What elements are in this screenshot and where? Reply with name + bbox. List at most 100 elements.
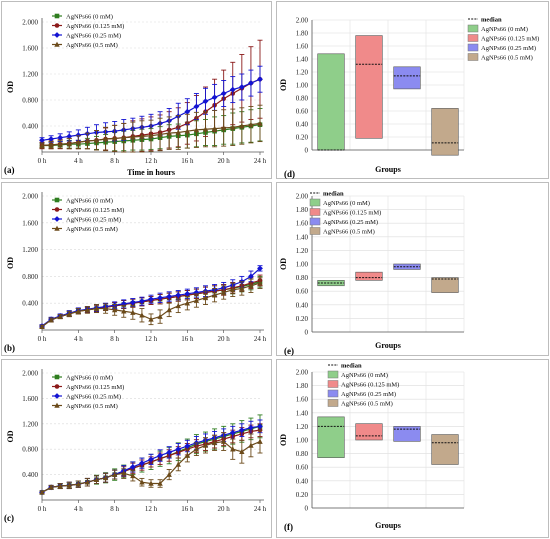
data-point xyxy=(248,80,254,86)
legend-label: AgNPs66 (0 mM) xyxy=(66,14,113,21)
data-point xyxy=(248,424,254,431)
data-point xyxy=(111,307,118,313)
data-point xyxy=(102,474,109,481)
box-box_brown xyxy=(431,108,459,156)
data-point xyxy=(111,135,118,141)
legend-label: AgNPs66 (0.125 mM) xyxy=(66,207,124,214)
box-body xyxy=(317,416,345,458)
box-box_brown xyxy=(431,434,459,465)
legend-label: AgNPs66 (0.125 mM) xyxy=(341,382,399,389)
panel-label: (a) xyxy=(4,165,15,175)
data-point xyxy=(84,307,91,313)
data-point xyxy=(257,423,263,430)
legend-label: AgNPs66 (0 mM) xyxy=(66,198,113,205)
data-point xyxy=(166,449,173,456)
line-chart-c: 0.400 0.800 1.200 1.600 2.000 0 h 4 h 8 h 12 h 16… xyxy=(4,369,267,523)
data-point xyxy=(130,309,136,315)
data-point xyxy=(248,121,254,127)
box-box_red xyxy=(355,423,383,441)
legend-swatch xyxy=(327,389,339,398)
data-point xyxy=(121,134,127,140)
legend-swatch xyxy=(309,208,321,216)
box-box_red xyxy=(355,271,383,281)
y-tick-label: 2.00 xyxy=(296,369,309,377)
x-axis-title: Groups xyxy=(375,521,401,530)
y-tick-label: 0.80 xyxy=(296,95,309,103)
data-point xyxy=(239,285,245,291)
y-tick-label: 0.800 xyxy=(22,97,38,105)
legend-swatch xyxy=(309,198,321,207)
y-tick-label: 1.00 xyxy=(296,82,309,90)
panel-c-frame xyxy=(1,359,272,538)
y-axis-title: OD xyxy=(279,79,288,91)
y-tick-label: 0.800 xyxy=(22,446,38,454)
data-point xyxy=(157,294,163,301)
y-tick-label: 1.200 xyxy=(22,246,38,254)
data-point xyxy=(175,292,182,299)
data-point xyxy=(48,141,54,148)
data-point xyxy=(202,442,209,448)
series-brown xyxy=(39,104,263,153)
y-tick-label: 2.000 xyxy=(22,370,38,378)
data-point xyxy=(211,94,218,101)
data-point xyxy=(257,120,263,126)
data-point xyxy=(220,90,227,97)
data-point xyxy=(148,480,154,486)
data-point xyxy=(39,142,45,148)
y-tick-label: 1.20 xyxy=(296,247,309,255)
x-tick-label: 16 h xyxy=(181,505,194,513)
data-point xyxy=(111,471,118,477)
y-tick-label: 1.40 xyxy=(296,233,309,241)
legend: median AgNPs66 (0 mM) AgNPs66 (0.125 mM) Ag… xyxy=(467,17,539,62)
legend: AgNPs66 (0 mM) AgNPs66 (0.125 mM) AgNPs66 … xyxy=(52,14,124,49)
box-body xyxy=(317,53,345,151)
data-point xyxy=(66,311,72,317)
box-body xyxy=(355,271,383,281)
data-point xyxy=(166,293,173,300)
data-point xyxy=(193,297,200,303)
series-brown xyxy=(39,277,263,329)
data-point xyxy=(193,103,200,110)
y-tick-label: 1.00 xyxy=(296,437,309,445)
data-point xyxy=(121,470,127,476)
data-point xyxy=(238,427,245,434)
data-point xyxy=(66,482,72,488)
legend-swatch xyxy=(327,370,339,379)
data-point xyxy=(57,313,63,319)
y-tick-label: 0.40 xyxy=(296,301,309,309)
data-point xyxy=(93,305,100,311)
y-tick-label: 0 xyxy=(305,147,309,155)
data-point xyxy=(202,98,209,105)
legend-swatch xyxy=(309,217,321,226)
data-point xyxy=(175,129,181,135)
data-point xyxy=(102,136,109,142)
data-point xyxy=(230,286,236,293)
y-tick-label: 1.60 xyxy=(296,220,309,228)
data-point xyxy=(130,134,136,140)
legend-marker xyxy=(54,41,60,47)
legend-label: AgNPs66 (0.25 mM) xyxy=(481,45,536,52)
x-tick-label: 24 h xyxy=(254,505,267,513)
data-point xyxy=(120,300,127,307)
data-point xyxy=(220,438,227,444)
y-tick-label: 1.200 xyxy=(22,420,38,428)
data-point xyxy=(66,140,72,146)
data-point xyxy=(48,136,54,142)
y-tick-label: 1.600 xyxy=(22,395,38,403)
y-axis-title: OD xyxy=(279,258,288,270)
legend-marker xyxy=(54,23,60,28)
data-point xyxy=(229,429,236,436)
data-point xyxy=(139,312,145,318)
data-point xyxy=(239,448,245,455)
y-tick-label: 1.80 xyxy=(296,382,309,390)
legend-label: AgNPs66 (0.25 mM) xyxy=(66,394,121,401)
data-point xyxy=(184,300,191,306)
y-tick-label: 0.800 xyxy=(22,273,38,281)
data-point xyxy=(230,124,236,130)
legend: AgNPs66 (0 mM) AgNPs66 (0.125 mM) AgNPs66 … xyxy=(52,198,124,233)
y-tick-label: 2.000 xyxy=(22,19,38,27)
legend-median-label: median xyxy=(323,191,344,198)
data-point xyxy=(93,476,100,482)
y-tick-label: 1.40 xyxy=(296,56,309,64)
legend-median-label: median xyxy=(481,17,502,24)
